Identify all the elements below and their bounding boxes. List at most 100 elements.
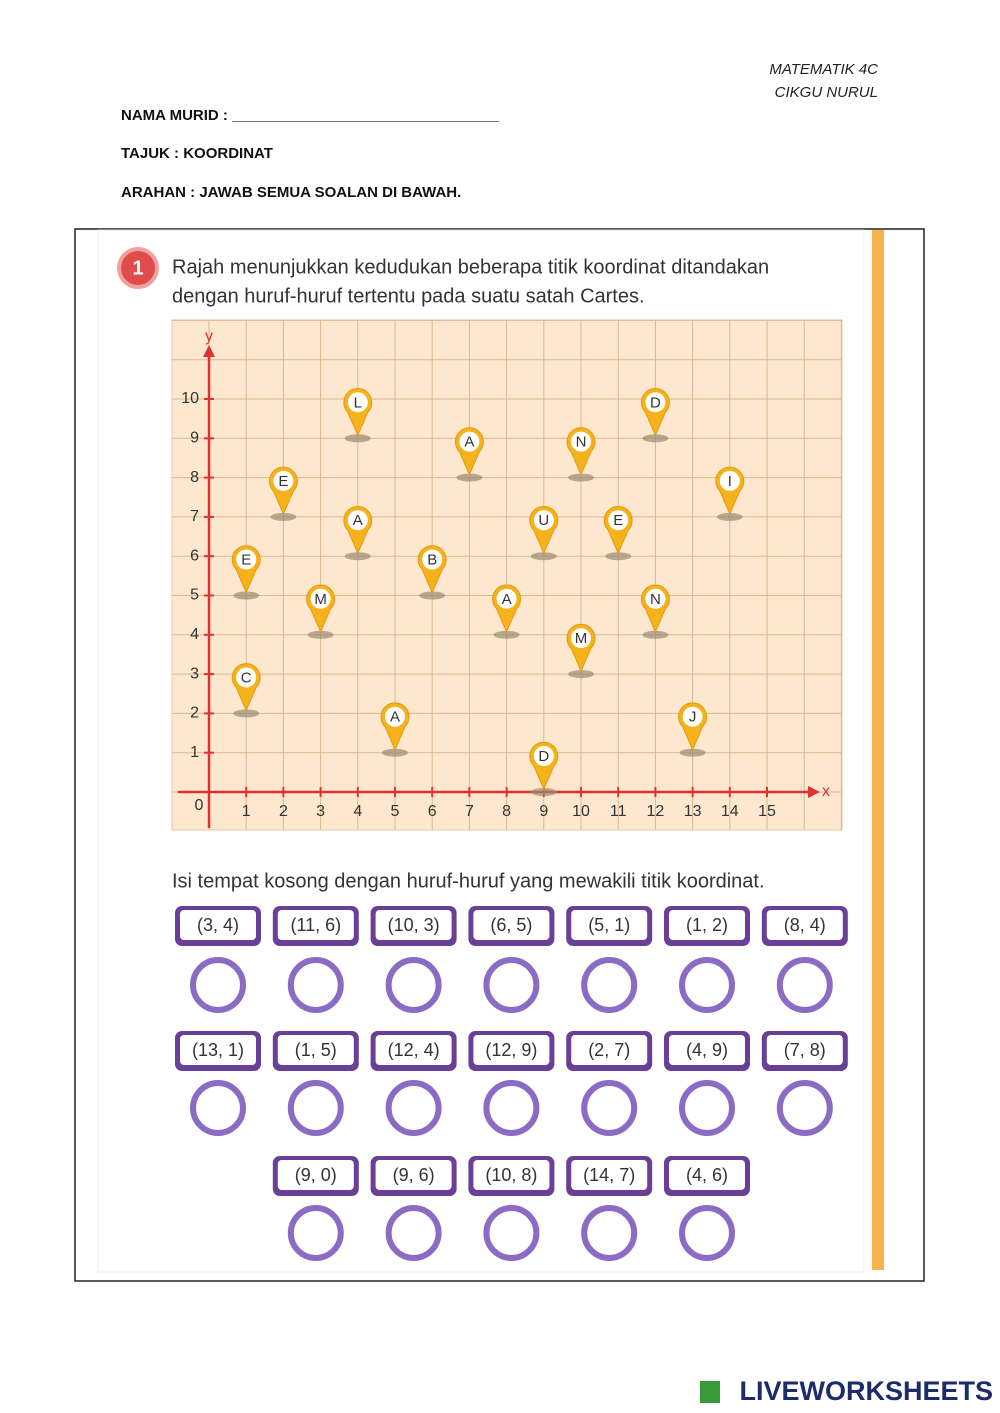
- pin-face: [645, 392, 666, 413]
- pin-shadow: [307, 630, 334, 639]
- pill-inner: [473, 1160, 550, 1190]
- pin-label: N: [650, 591, 661, 608]
- pill-inner: [669, 910, 745, 940]
- pill-inner: [669, 1160, 745, 1190]
- y-tick-label: 3: [190, 665, 199, 682]
- pill-inner: [473, 1035, 550, 1065]
- origin-label: 0: [195, 797, 204, 814]
- fill-instruction: Isi tempat kosong dengan huruf-huruf yan…: [172, 870, 765, 892]
- answer-circle[interactable]: [776, 957, 833, 1013]
- pin-label: A: [502, 591, 512, 608]
- answer-circle[interactable]: [287, 957, 344, 1013]
- pill-inner: [669, 1035, 745, 1065]
- coordinate-pair: (9, 0): [295, 1165, 337, 1185]
- pin-label: M: [314, 591, 327, 608]
- pin-label: J: [689, 709, 697, 726]
- pin-face: [533, 510, 554, 531]
- pin-label: E: [241, 551, 251, 568]
- y-tick-label: 9: [190, 430, 199, 447]
- answer-circle[interactable]: [581, 957, 638, 1013]
- answer-circle[interactable]: [385, 1080, 442, 1136]
- pin-shadow: [419, 591, 446, 600]
- pill-inner: [180, 910, 256, 940]
- answer-circle[interactable]: [483, 957, 540, 1013]
- answer-circle[interactable]: [483, 1205, 540, 1261]
- pin-shadow: [716, 512, 743, 521]
- pin-face: [347, 392, 368, 413]
- pin-face: [310, 588, 331, 609]
- pin-label: E: [613, 512, 623, 529]
- x-tick-label: 12: [647, 803, 665, 820]
- x-tick-label: 6: [428, 803, 437, 820]
- question-badge: [117, 247, 159, 289]
- x-tick-label: 8: [502, 803, 511, 820]
- brand: LIVEWORKSHEETS: [739, 1376, 993, 1406]
- pin-label: A: [390, 709, 400, 726]
- pin-face: [496, 588, 517, 609]
- coordinate-pair: (4, 9): [686, 1040, 728, 1060]
- instruction: ARAHAN : JAWAB SEMUA SOALAN DI BAWAH.: [121, 184, 461, 201]
- name-field: NAMA MURID : ___________________________…: [121, 107, 500, 124]
- pin-label: A: [464, 434, 474, 451]
- x-tick-label: 10: [572, 803, 590, 820]
- y-tick-label: 6: [190, 547, 199, 564]
- answer-circle[interactable]: [385, 957, 442, 1013]
- pin-label: I: [728, 473, 732, 490]
- y-tick-label: 2: [190, 705, 199, 722]
- pill-inner: [571, 910, 648, 940]
- pill-inner: [375, 910, 452, 940]
- coordinate-pair: (7, 8): [784, 1040, 826, 1060]
- pin-face: [236, 667, 257, 688]
- pill-inner: [375, 1035, 452, 1065]
- pin-shadow: [233, 709, 260, 718]
- pin-face: [533, 746, 554, 766]
- coordinate-pair: (11, 6): [290, 915, 341, 935]
- answer-circle[interactable]: [679, 957, 735, 1013]
- answer-circle[interactable]: [776, 1080, 833, 1136]
- teacher: CIKGU NURUL: [775, 84, 878, 101]
- pin-face: [236, 549, 257, 570]
- coordinate-pair: (1, 2): [686, 915, 728, 935]
- answer-circle[interactable]: [190, 957, 246, 1013]
- answer-circle[interactable]: [483, 1080, 540, 1136]
- pin-label: M: [575, 630, 588, 647]
- answer-circle[interactable]: [581, 1205, 638, 1261]
- pill-inner: [180, 1035, 256, 1065]
- coordinate-pair: (12, 4): [388, 1040, 440, 1060]
- pin-shadow: [642, 434, 669, 443]
- answer-circle[interactable]: [287, 1080, 344, 1136]
- pill-inner: [375, 1160, 452, 1190]
- x-arrow: [808, 786, 820, 798]
- answer-circle[interactable]: [385, 1205, 442, 1261]
- x-tick-label: 15: [758, 803, 776, 820]
- pin-label: N: [576, 434, 587, 451]
- pill-inner: [473, 910, 550, 940]
- pin-face: [571, 431, 591, 452]
- pin-shadow: [456, 473, 483, 482]
- coordinate-pair: (14, 7): [583, 1165, 635, 1185]
- coordinate-pair: (2, 7): [588, 1040, 630, 1060]
- pin-face: [273, 470, 294, 491]
- answer-circle[interactable]: [581, 1080, 638, 1136]
- pin-shadow: [568, 670, 594, 679]
- coordinate-pair: (4, 6): [686, 1165, 728, 1185]
- pin-shadow: [382, 748, 408, 757]
- coordinate-pair: (10, 8): [485, 1165, 537, 1185]
- x-tick-label: 4: [353, 803, 362, 820]
- pin-shadow: [642, 630, 669, 639]
- coordinate-pair: (9, 6): [393, 1165, 435, 1185]
- x-tick-label: 3: [316, 803, 325, 820]
- answer-circle[interactable]: [190, 1080, 246, 1136]
- answer-circle[interactable]: [679, 1080, 735, 1136]
- x-tick-label: 1: [242, 803, 251, 820]
- pin-face: [459, 431, 480, 452]
- coordinate-pair: (5, 1): [588, 915, 630, 935]
- pin-shadow: [344, 434, 371, 443]
- pin-label: L: [354, 394, 362, 411]
- x-tick-label: 13: [684, 803, 702, 820]
- answer-circle[interactable]: [287, 1205, 344, 1261]
- pin-face: [719, 470, 740, 491]
- answer-circle[interactable]: [679, 1205, 735, 1261]
- question-line: Rajah menunjukkan kedudukan beberapa tit…: [172, 256, 769, 278]
